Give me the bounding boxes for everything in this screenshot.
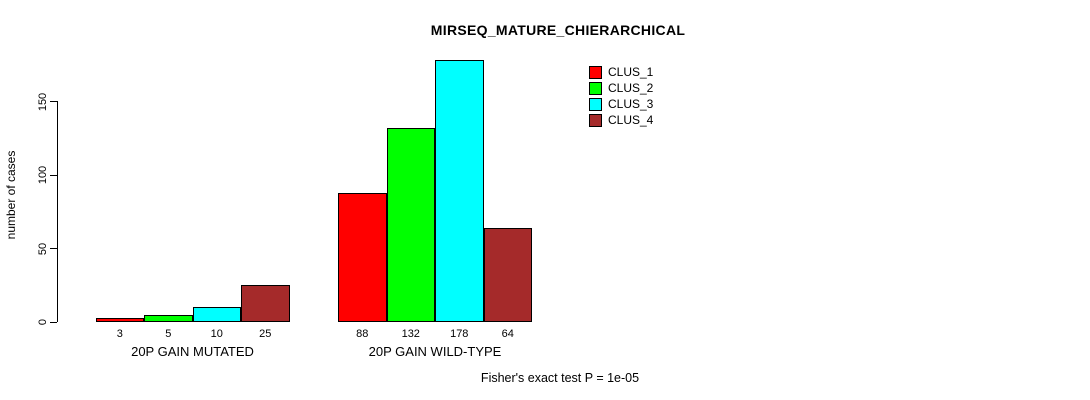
y-tick-label: 0 <box>37 318 49 326</box>
bar-clus_3-group1 <box>192 307 241 322</box>
group-label: 20P GAIN MUTATED <box>131 344 254 359</box>
legend-label: CLUS_4 <box>608 113 654 127</box>
bar-clus_2-group1 <box>144 314 193 322</box>
bar-clus_4-group1 <box>241 285 290 322</box>
legend-swatch-icon <box>589 98 602 111</box>
bar-clus_4-group2 <box>483 227 532 322</box>
bar-value-label: 5 <box>165 328 172 340</box>
legend-item-clus_4: CLUS_4 <box>589 114 653 127</box>
bar-clus_2-group2 <box>386 127 435 322</box>
bar-value-label: 64 <box>501 328 514 340</box>
bar-clus_1-group2 <box>338 192 387 322</box>
legend-item-clus_3: CLUS_3 <box>589 98 653 111</box>
legend-swatch-icon <box>589 114 602 127</box>
bar-value-label: 132 <box>401 328 420 340</box>
annotation-text: Fisher's exact test P = 1e-05 <box>480 371 640 385</box>
legend: CLUS_1 CLUS_2 CLUS_3 CLUS_4 <box>589 66 653 130</box>
legend-swatch-icon <box>589 82 602 95</box>
legend-swatch-icon <box>589 66 602 79</box>
bar-value-label: 178 <box>450 328 469 340</box>
y-tick-label: 50 <box>37 242 49 255</box>
y-tick-mark <box>50 101 57 102</box>
y-tick-label: 150 <box>37 92 49 111</box>
y-tick-mark <box>50 321 57 323</box>
legend-label: CLUS_2 <box>608 81 654 95</box>
bar-value-label: 88 <box>356 328 369 340</box>
y-tick-mark <box>50 174 57 176</box>
bar-value-label: 10 <box>210 328 223 340</box>
legend-item-clus_2: CLUS_2 <box>589 82 653 95</box>
y-tick-label: 100 <box>37 165 49 185</box>
bar-value-label: 25 <box>259 328 272 340</box>
group-label: 20P GAIN WILD-TYPE <box>368 344 502 359</box>
bar-value-label: 3 <box>116 328 123 340</box>
y-axis-label: number of cases <box>4 150 18 240</box>
bar-clus_3-group2 <box>435 60 484 322</box>
legend-label: CLUS_1 <box>608 65 654 79</box>
y-tick-mark <box>50 248 57 249</box>
y-axis-line <box>57 101 58 322</box>
chart-title: MIRSEQ_MATURE_CHIERARCHICAL <box>430 22 686 38</box>
bar-clus_1-group1 <box>95 317 144 322</box>
legend-label: CLUS_3 <box>608 97 654 111</box>
legend-item-clus_1: CLUS_1 <box>589 66 653 79</box>
